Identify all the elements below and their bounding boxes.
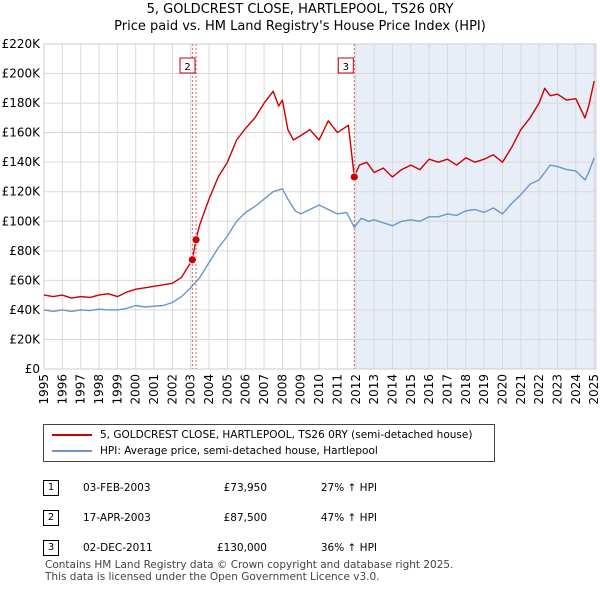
legend: 5, GOLDCREST CLOSE, HARTLEPOOL, TS26 0RY… (43, 424, 495, 462)
transaction-hpi-change: 47% ↑ HPI (320, 512, 377, 524)
x-tick-label: 2002 (165, 374, 179, 405)
property-series-line (43, 80, 595, 299)
y-tick-label: £120K (2, 185, 42, 199)
x-tick-label: 1995 (37, 374, 51, 405)
y-tick-label: £60K (9, 273, 41, 287)
transaction-date: 17-APR-2003 (83, 512, 151, 524)
x-tick-label: 2014 (385, 374, 399, 405)
x-tick-label: 2024 (569, 374, 583, 405)
transaction-number: 3 (43, 540, 59, 556)
transaction-date: 03-FEB-2003 (83, 482, 151, 494)
footer-copyright: Contains HM Land Registry data © Crown c… (45, 559, 454, 571)
footer: Contains HM Land Registry data © Crown c… (45, 559, 453, 583)
transaction-box-label-3: 3 (343, 62, 349, 73)
transaction-price: £130,000 (216, 542, 267, 554)
x-tick-label: 2007 (257, 374, 271, 405)
x-tick-label: 2008 (275, 374, 289, 405)
transaction-date: 02-DEC-2011 (83, 542, 153, 554)
x-tick-label: 2023 (550, 374, 564, 405)
chart-title: 5, GOLDCREST CLOSE, HARTLEPOOL, TS26 0RY (146, 2, 454, 17)
x-tick-label: 2015 (404, 374, 418, 405)
x-tick-label: 2003 (184, 374, 198, 405)
x-tick-label: 1996 (55, 374, 69, 405)
sale-marker-1 (187, 255, 197, 265)
hpi-series-line (43, 157, 595, 313)
legend-swatch-hpi (52, 450, 92, 452)
y-tick-label: £200K (2, 67, 42, 81)
transaction-number: 2 (43, 510, 59, 526)
legend-item-property: 5, GOLDCREST CLOSE, HARTLEPOOL, TS26 0RY… (44, 427, 494, 443)
table-row: 2 17-APR-2003 £87,500 47% ↑ HPI (43, 503, 377, 533)
x-tick-label: 2009 (294, 374, 308, 405)
y-tick-label: £160K (2, 126, 42, 140)
x-tick-label: 2019 (477, 374, 491, 405)
chart-subtitle: Price paid vs. HM Land Registry's House … (114, 19, 486, 34)
y-tick-label: £40K (9, 303, 41, 317)
x-tick-label: 2021 (514, 374, 528, 405)
x-tick-label: 2001 (147, 374, 161, 405)
shaded-region (354, 44, 596, 369)
x-tick-label: 2000 (129, 374, 143, 405)
x-tick-label: 2016 (422, 374, 436, 405)
table-row: 3 02-DEC-2011 £130,000 36% ↑ HPI (43, 533, 377, 563)
table-row: 1 03-FEB-2003 £73,950 27% ↑ HPI (43, 473, 377, 503)
sale-marker-3 (349, 172, 359, 182)
transaction-hpi-change: 27% ↑ HPI (320, 482, 377, 494)
x-tick-label: 2005 (220, 374, 234, 405)
legend-item-hpi: HPI: Average price, semi-detached house,… (44, 443, 494, 459)
sale-marker-2 (191, 235, 201, 245)
x-tick-label: 2004 (202, 374, 216, 405)
y-tick-label: £180K (2, 96, 42, 110)
legend-swatch-property (52, 434, 92, 436)
x-tick-label: 2012 (349, 374, 363, 405)
transaction-box-label-2: 2 (184, 62, 190, 73)
legend-label-property: 5, GOLDCREST CLOSE, HARTLEPOOL, TS26 0RY… (100, 429, 473, 441)
plot-frame (43, 43, 597, 370)
y-tick-label: £100K (2, 214, 42, 228)
footer-licence: This data is licensed under the Open Gov… (45, 571, 380, 583)
transaction-box-2 (179, 57, 196, 74)
x-tick-label: 2006 (239, 374, 253, 405)
x-tick-label: 2013 (367, 374, 381, 405)
transaction-box-3 (337, 57, 354, 74)
x-tick-label: 2020 (495, 374, 509, 405)
price-chart: £0 £20K £40K £60K £80K £100K £120K £140K £160K £1… (2, 37, 600, 405)
y-tick-label: £20K (9, 332, 41, 346)
x-tick-label: 2017 (440, 374, 454, 405)
transaction-hpi-change: 36% ↑ HPI (320, 542, 377, 554)
x-tick-label: 2010 (312, 374, 326, 405)
transaction-price: £73,950 (223, 482, 267, 494)
x-tick-label: 1997 (74, 374, 88, 405)
y-tick-label: £80K (9, 244, 41, 258)
y-tick-label: £0 (25, 362, 40, 376)
transaction-number: 1 (43, 480, 59, 496)
x-tick-label: 1999 (110, 374, 124, 405)
transactions-table: 1 03-FEB-2003 £73,950 27% ↑ HPI 2 17-APR… (43, 473, 377, 563)
x-tick-label: 2022 (532, 374, 546, 405)
x-tick-label: 2011 (330, 374, 344, 405)
transaction-price: £87,500 (223, 512, 267, 524)
y-tick-label: £220K (2, 37, 42, 51)
y-tick-label: £140K (2, 155, 42, 169)
x-tick-label: 2018 (459, 374, 473, 405)
legend-label-hpi: HPI: Average price, semi-detached house,… (100, 445, 378, 457)
x-tick-label: 1998 (92, 374, 106, 405)
x-tick-label: 2025 (587, 374, 600, 405)
